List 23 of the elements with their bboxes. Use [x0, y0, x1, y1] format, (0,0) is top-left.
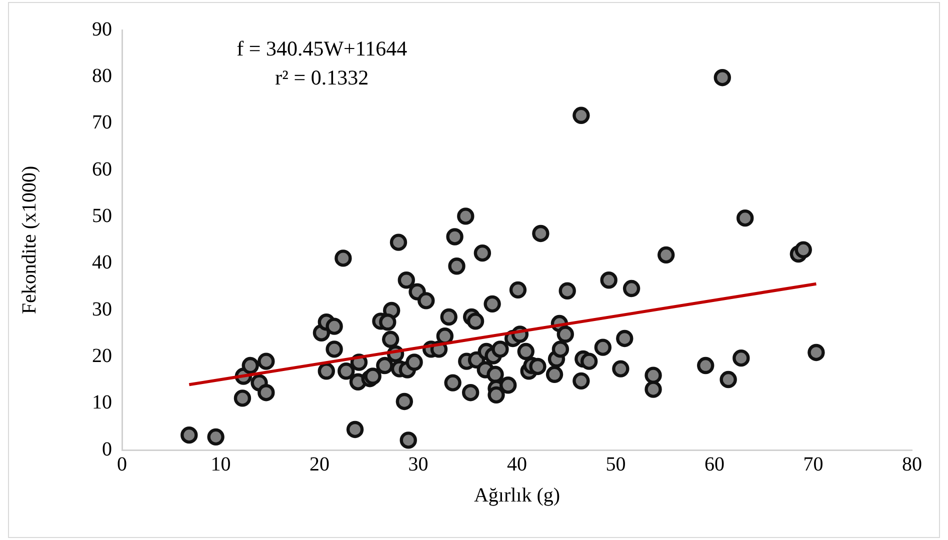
x-tick-label: 50 [606, 453, 626, 476]
y-tick-label: 50 [92, 204, 112, 227]
x-tick-label: 80 [902, 453, 922, 476]
y-tick-label: 40 [92, 252, 112, 274]
y-tick-label: 10 [92, 392, 112, 414]
y-tick-label: 60 [92, 158, 112, 180]
y-tick-label: 20 [92, 344, 112, 367]
x-tick-label: 20 [310, 453, 330, 476]
x-tick-label: 60 [704, 453, 724, 476]
y-axis-title: Fekondite (x1000) [18, 166, 40, 314]
y-tick-label: 30 [92, 298, 112, 320]
y-tick-label: 70 [92, 112, 112, 134]
x-tick-label: 10 [210, 453, 231, 476]
x-tick-label: 70 [803, 453, 824, 476]
x-tick-label: 30 [408, 453, 428, 476]
x-tick-label: 0 [117, 453, 127, 476]
y-tick-label: 0 [102, 438, 112, 460]
annotation: f = 340.45W+11644 [236, 36, 408, 61]
y-tick-label: 80 [92, 64, 112, 87]
x-axis-title: Ağırlık (g) [474, 484, 560, 506]
y-tick-label: 90 [92, 18, 112, 40]
annotation: r² = 0.1332 [275, 66, 369, 90]
x-tick-label: 40 [507, 453, 527, 476]
